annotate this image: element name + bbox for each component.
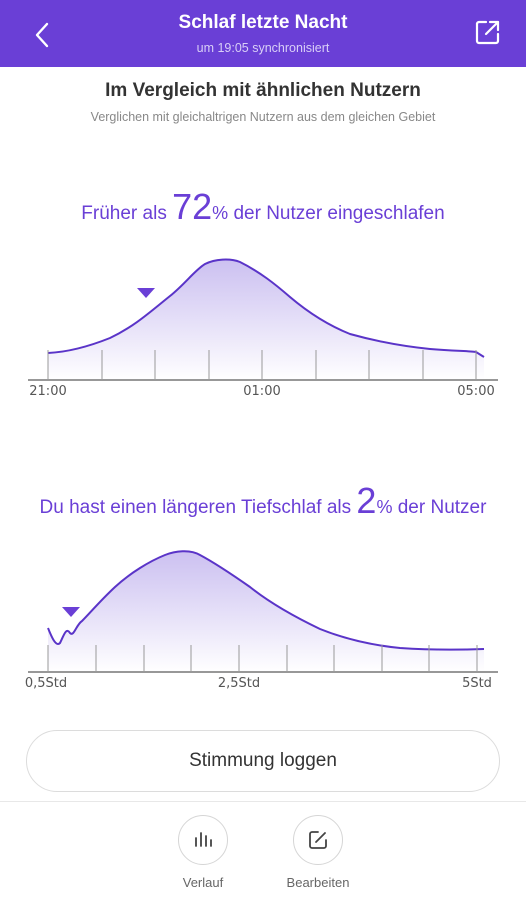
stat-unit: % xyxy=(376,497,393,517)
sync-status: um 19:05 synchronisiert xyxy=(196,41,330,55)
stat-value: 72 xyxy=(172,186,213,227)
stat-prefix: Früher als xyxy=(81,203,173,224)
x-tick-label: 01:00 xyxy=(243,384,280,399)
user-position-marker xyxy=(137,288,155,298)
stat-unit: % xyxy=(212,203,229,223)
x-tick-label: 5Std xyxy=(462,676,492,691)
stat-value: 2 xyxy=(356,480,377,521)
distribution-area xyxy=(48,551,484,672)
log-mood-button[interactable]: Stimmung loggen xyxy=(26,730,500,792)
deep-sleep-chart: 0,5Std 2,5Std 5Std xyxy=(25,550,498,691)
stat-suffix: der Nutzer xyxy=(392,497,487,518)
chevron-left-icon[interactable] xyxy=(26,18,60,52)
deep-sleep-stat: Du hast einen längeren Tiefschlaf als 2%… xyxy=(0,480,526,522)
sleep-onset-stat: Früher als 72% der Nutzer eingeschlafen xyxy=(0,186,526,228)
comparison-subtitle: Verglichen mit gleichaltrigen Nutzern au… xyxy=(90,110,436,124)
distribution-curve xyxy=(47,258,485,358)
share-external-icon[interactable] xyxy=(474,18,502,46)
x-tick-label: 0,5Std xyxy=(25,676,67,691)
distribution-curve xyxy=(47,550,485,651)
edit-label: Bearbeiten xyxy=(286,875,350,890)
bottom-divider xyxy=(0,801,526,802)
history-label: Verlauf xyxy=(182,875,224,890)
history-circle[interactable] xyxy=(178,815,228,865)
comparison-title: Im Vergleich mit ähnlichen Nutzern xyxy=(105,80,421,101)
distribution-area xyxy=(48,259,484,380)
history-button[interactable]: Verlauf xyxy=(163,815,243,890)
edit-button[interactable]: Bearbeiten xyxy=(278,815,358,890)
edit-circle[interactable] xyxy=(293,815,343,865)
user-position-marker xyxy=(62,607,80,617)
x-tick-label: 05:00 xyxy=(457,384,494,399)
stat-suffix: der Nutzer eingeschlafen xyxy=(228,203,445,224)
stat-prefix: Du hast einen längeren Tiefschlaf als xyxy=(39,497,357,518)
app-header: Schlaf letzte Nacht um 19:05 synchronisi… xyxy=(0,0,526,67)
x-ticks xyxy=(47,350,477,380)
x-tick-label: 2,5Std xyxy=(218,676,260,691)
edit-icon xyxy=(309,831,327,849)
x-ticks xyxy=(47,645,478,672)
x-tick-label: 21:00 xyxy=(29,384,66,399)
sleep-onset-chart: 21:00 01:00 05:00 xyxy=(28,258,498,399)
bar-chart-icon xyxy=(195,832,212,847)
page-title: Schlaf letzte Nacht xyxy=(178,12,348,33)
